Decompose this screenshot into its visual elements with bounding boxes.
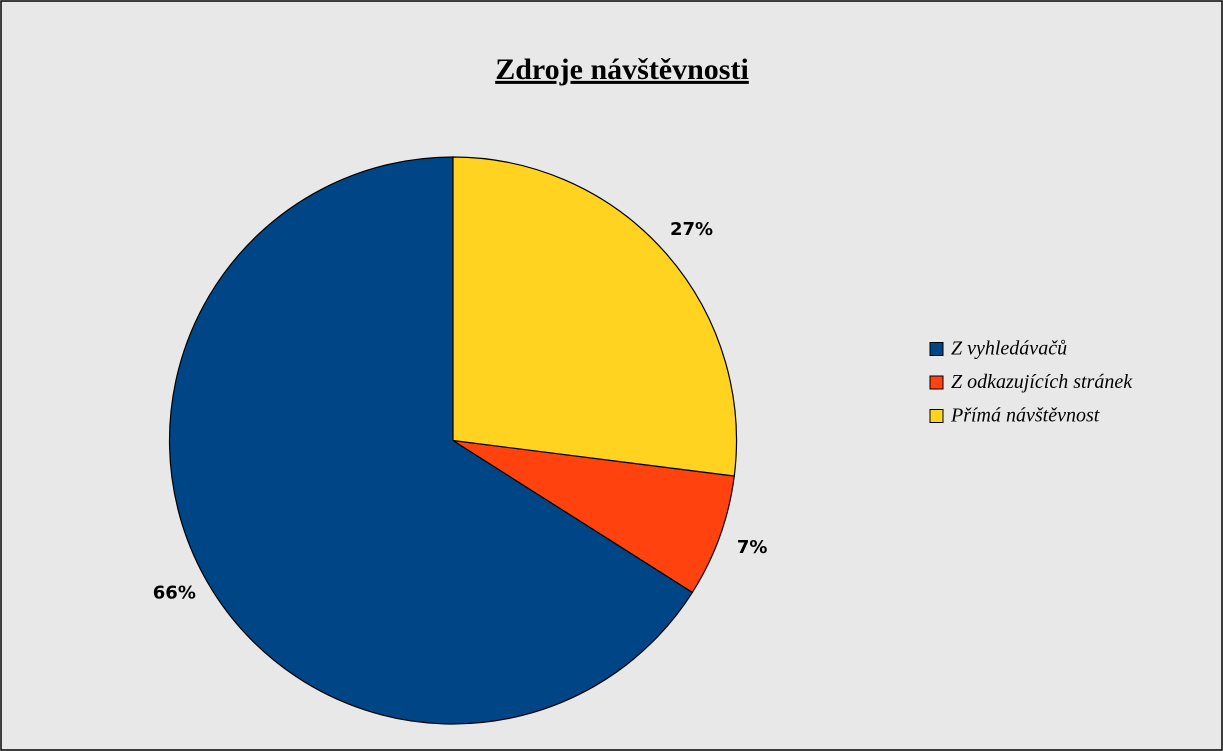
pie-slice [168, 156, 694, 725]
data-label: 27% [670, 219, 713, 240]
legend-label: Z odkazujících stránek [951, 371, 1133, 393]
legend-swatch [929, 342, 944, 356]
legend-label: Přímá návštěvnost [950, 405, 1100, 427]
legend-label: Z vyhledávačů [951, 338, 1067, 360]
pie-slice [452, 439, 735, 594]
data-label: 7% [737, 537, 768, 558]
pie-slice [452, 156, 738, 477]
data-label: 66% [153, 583, 196, 604]
legend-swatch [929, 375, 944, 390]
chart-title: Zdroje návštěvnosti [495, 53, 749, 86]
legend-swatch [929, 409, 944, 423]
